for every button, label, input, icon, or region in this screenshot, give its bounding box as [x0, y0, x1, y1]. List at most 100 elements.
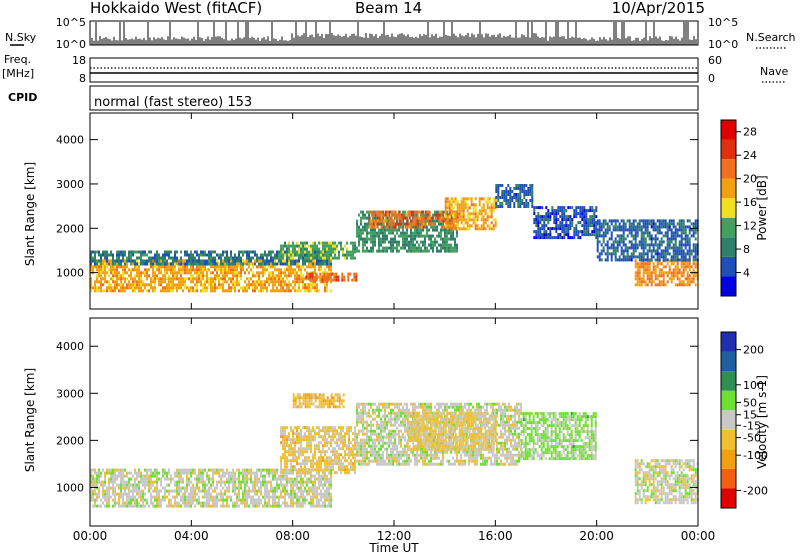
power-cell: [114, 262, 116, 266]
power-cell: [362, 228, 364, 232]
power-cell: [182, 283, 184, 287]
power-cell: [222, 289, 224, 293]
power-cell: [678, 240, 681, 244]
power-cell: [280, 280, 282, 284]
power-cell: [482, 206, 485, 210]
velocity-cell: [90, 495, 92, 499]
power-cell: [420, 210, 423, 214]
power-cell: [674, 240, 677, 244]
velocity-cell: [166, 495, 168, 499]
power-cell: [372, 249, 374, 253]
velocity-cell: [230, 480, 232, 484]
power-cell: [272, 289, 274, 293]
power-cell: [138, 289, 140, 293]
power-cell: [406, 243, 408, 247]
power-cell: [280, 286, 282, 290]
power-cell: [452, 225, 455, 229]
power-cell: [422, 249, 424, 253]
power-cell: [454, 200, 457, 204]
velocity-cell: [100, 483, 102, 487]
power-cell: [684, 246, 687, 250]
velocity-cell: [100, 480, 102, 484]
power-cell: [310, 250, 312, 254]
velocity-cell: [276, 477, 278, 481]
power-cell: [484, 227, 487, 231]
velocity-cell: [186, 468, 188, 472]
power-cell: [360, 231, 362, 235]
power-cell: [412, 219, 415, 223]
velocity-cell: [90, 480, 92, 484]
power-cell: [158, 277, 160, 281]
power-cell: [164, 271, 166, 275]
power-cell: [662, 277, 665, 281]
velocity-cell: [138, 468, 140, 472]
power-cell: [351, 278, 354, 282]
power-cell: [347, 278, 350, 282]
power-colorbar-label: Power [dB]: [755, 175, 769, 240]
velocity-cell: [240, 471, 242, 475]
power-cell: [268, 262, 270, 266]
power-cell: [96, 286, 98, 290]
power-cell: [178, 268, 180, 272]
power-cell: [178, 280, 180, 284]
power-cell: [188, 277, 190, 281]
power-cell: [547, 209, 550, 213]
power-cell: [154, 289, 156, 293]
power-cell: [634, 265, 637, 269]
power-cell: [116, 265, 118, 269]
velocity-cell: [264, 492, 266, 496]
power-cell: [232, 262, 234, 266]
power-cell: [128, 274, 130, 278]
velocity-cell: [248, 495, 250, 499]
velocity-cell: [198, 489, 200, 493]
power-cell: [124, 268, 126, 272]
power-cell: [551, 227, 554, 231]
power-cell: [324, 259, 326, 263]
power-cell: [569, 215, 572, 219]
velocity-cell: [238, 471, 240, 475]
velocity-cell: [174, 501, 176, 505]
velocity-cell: [100, 474, 102, 478]
power-cell: [472, 209, 475, 213]
velocity-cell: [194, 504, 196, 508]
power-cell: [628, 222, 631, 226]
power-cell: [328, 262, 330, 266]
power-cell: [462, 218, 465, 222]
power-cell: [329, 275, 332, 279]
power-cell: [674, 258, 677, 262]
power-cell: [587, 221, 590, 225]
velocity-cell: [274, 504, 276, 508]
power-cell: [200, 253, 202, 257]
power-cell: [561, 209, 564, 213]
power-cell: [326, 262, 328, 266]
power-cell: [430, 216, 433, 220]
velocity-cell: [188, 471, 190, 475]
velocity-cell: [120, 495, 122, 499]
power-cell: [424, 249, 426, 253]
power-cell: [656, 255, 659, 259]
power-cell: [309, 278, 312, 282]
velocity-cell: [112, 483, 114, 487]
velocity-cell: [92, 498, 94, 502]
velocity-cell: [212, 498, 214, 502]
power-cell: [430, 237, 432, 241]
power-cell: [300, 289, 302, 293]
power-cell: [322, 241, 324, 245]
power-cell: [242, 268, 244, 272]
power-cell: [292, 259, 294, 263]
power-cell: [184, 265, 186, 269]
velocity-cell: [282, 501, 284, 505]
power-cell: [602, 246, 605, 250]
power-cell: [668, 259, 671, 263]
velocity-cell: [248, 471, 250, 475]
velocity-cell: [190, 492, 192, 496]
velocity-cell: [154, 498, 156, 502]
power-cell: [472, 203, 475, 207]
power-cell: [288, 253, 290, 257]
power-cell: [577, 212, 580, 216]
power-cell: [224, 256, 226, 260]
power-cell: [128, 253, 130, 257]
power-cell: [276, 274, 278, 278]
power-cell: [529, 190, 532, 193]
power-cell: [523, 190, 526, 193]
